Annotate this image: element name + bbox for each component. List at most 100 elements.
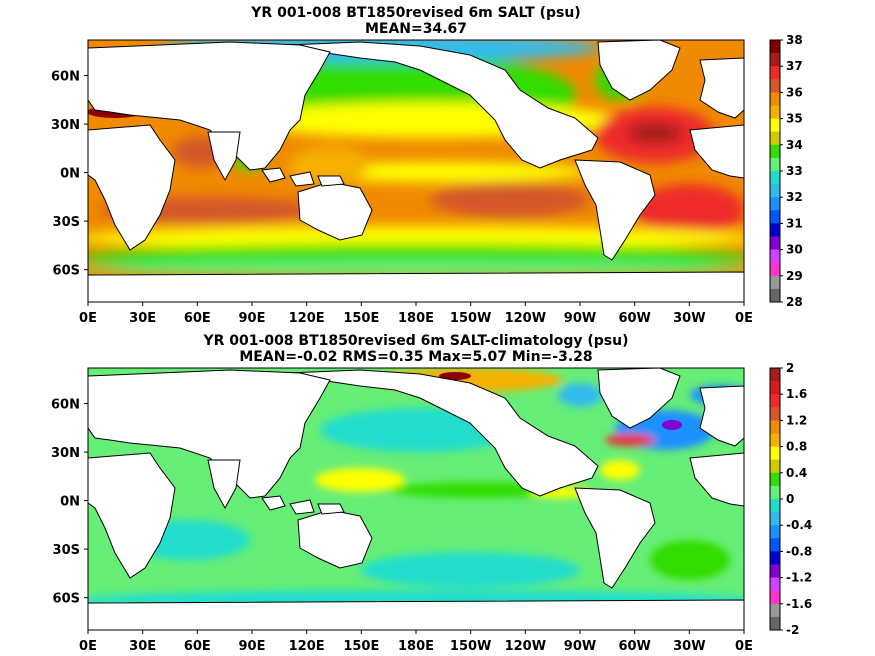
colorbar-tick-label: 0 <box>786 492 794 506</box>
colorbar-swatch <box>770 66 780 80</box>
colorbar-tick-label: 0.4 <box>786 466 807 480</box>
colorbar-swatch <box>770 210 780 224</box>
x-tick-label: 90E <box>239 639 266 654</box>
colorbar-swatch <box>770 551 780 565</box>
bottom-w-pacific-pos <box>315 468 405 492</box>
colorbar-tick-label: 38 <box>786 33 803 47</box>
x-tick-label: 60E <box>184 639 211 654</box>
x-tick-label: 90E <box>239 311 266 326</box>
y-tick-label: 60S <box>53 264 80 279</box>
colorbar-swatch <box>770 485 780 500</box>
bottom-y-axis: 60N 30N 0N 30S 60S <box>51 398 88 607</box>
colorbar-tick-label: 31 <box>786 216 803 230</box>
bottom-caribbean <box>600 460 640 480</box>
top-salinity-field <box>88 40 744 302</box>
y-tick-label: 60S <box>53 592 80 607</box>
colorbar-swatch <box>770 40 780 54</box>
x-tick-label: 90W <box>564 311 596 326</box>
bottom-hudson <box>558 383 602 407</box>
colorbar-swatch <box>770 433 780 447</box>
colorbar-swatch <box>770 79 780 93</box>
x-tick-label: 30E <box>129 311 156 326</box>
colorbar-swatch <box>770 53 780 67</box>
colorbar-swatch <box>770 92 780 106</box>
colorbar-swatch <box>770 368 780 382</box>
x-tick-label: 60W <box>618 639 650 654</box>
colorbar-tick-label: 37 <box>786 59 803 73</box>
colorbar-swatch <box>770 577 780 591</box>
y-tick-label: 60N <box>51 398 80 413</box>
y-tick-label: 30N <box>51 446 80 461</box>
x-tick-label: 150W <box>450 311 491 326</box>
colorbar-tick-label: 33 <box>786 164 803 178</box>
colorbar-swatch <box>770 288 780 303</box>
colorbar-tick-label: -0.8 <box>786 544 812 558</box>
top-southern-yellow <box>88 226 744 250</box>
colorbar-swatch <box>770 249 780 263</box>
colorbar-swatch <box>770 564 780 578</box>
colorbar-tick-label: -1.2 <box>786 571 812 585</box>
x-tick-label: 0E <box>79 639 97 654</box>
bottom-dark-red <box>439 372 471 380</box>
colorbar-swatch <box>770 223 780 237</box>
colorbar-swatch <box>770 236 780 250</box>
colorbar-tick-label: 34 <box>786 138 803 152</box>
colorbar-swatch <box>770 446 780 460</box>
x-tick-label: 150E <box>343 639 379 654</box>
colorbar-tick-label: 1.6 <box>786 387 807 401</box>
x-tick-label: 120W <box>505 311 546 326</box>
colorbar-tick-label: 36 <box>786 85 803 99</box>
x-tick-label: 30W <box>673 311 705 326</box>
colorbar-swatch <box>770 538 780 552</box>
bottom-s-pacific-neg <box>360 552 580 588</box>
colorbar-swatch <box>770 184 780 198</box>
colorbar-tick-label: 32 <box>786 190 803 204</box>
colorbar-swatch <box>770 197 780 211</box>
top-colorbar: 38 37 36 35 34 33 32 31 30 29 28 <box>769 33 803 309</box>
panel-top: YR 001-008 BT1850revised 6m SALT (psu) M… <box>51 5 803 326</box>
bottom-colorbar: 2 1.6 1.2 0.8 0.4 0 -0.4 -0.8 -1.2 -1.6 -2 <box>769 361 812 637</box>
panel-bottom: YR 001-008 BT1850revised 6m SALT-climato… <box>51 333 812 654</box>
y-tick-label: 60N <box>51 70 80 85</box>
x-tick-label: 30E <box>129 639 156 654</box>
colorbar-swatch <box>770 105 780 119</box>
x-tick-label: 30W <box>673 639 705 654</box>
bottom-x-axis: 0E 30E 60E 90E 120E 150E 180E 150W 120W 90W 60W 30W… <box>79 630 753 654</box>
colorbar-swatch <box>770 171 780 185</box>
bottom-anomaly-field <box>88 368 744 630</box>
colorbar-swatch <box>770 118 780 132</box>
colorbar-tick-label: 1.2 <box>786 413 807 427</box>
y-tick-label: 0N <box>60 167 80 182</box>
x-tick-label: 0E <box>735 639 753 654</box>
colorbar-tick-label: 2 <box>786 361 794 375</box>
colorbar-swatch <box>770 590 780 605</box>
colorbar-swatch <box>770 499 780 513</box>
x-tick-label: 60W <box>618 311 650 326</box>
x-tick-label: 120E <box>289 639 325 654</box>
colorbar-tick-label: 29 <box>786 269 803 283</box>
colorbar-swatch <box>770 407 780 421</box>
colorbar-swatch <box>770 394 780 408</box>
colorbar-swatch <box>770 131 780 146</box>
top-n-atlantic-max <box>627 123 683 143</box>
colorbar-swatch <box>770 616 780 631</box>
colorbar-tick-label: -0.4 <box>786 518 812 532</box>
bottom-subtitle: MEAN=-0.02 RMS=0.35 Max=5.07 Min=-3.28 <box>239 349 592 365</box>
colorbar-swatch <box>770 472 780 487</box>
colorbar-tick-label: 0.8 <box>786 440 807 454</box>
colorbar-tick-label: 28 <box>786 295 803 309</box>
x-tick-label: 0E <box>79 311 97 326</box>
colorbar-tick-label: 35 <box>786 112 803 126</box>
colorbar-swatch <box>770 144 780 159</box>
colorbar-swatch <box>770 603 780 618</box>
colorbar-swatch <box>770 157 780 172</box>
top-y-axis: 60N 30N 0N 30S 60S <box>51 70 88 279</box>
bottom-gulf-stream <box>605 434 655 446</box>
colorbar-swatch <box>770 275 780 290</box>
x-tick-label: 60E <box>184 311 211 326</box>
y-tick-label: 30S <box>53 215 80 230</box>
bottom-s-atlantic <box>650 540 730 580</box>
x-tick-label: 180E <box>398 639 434 654</box>
bottom-labrador-neg <box>662 420 682 430</box>
